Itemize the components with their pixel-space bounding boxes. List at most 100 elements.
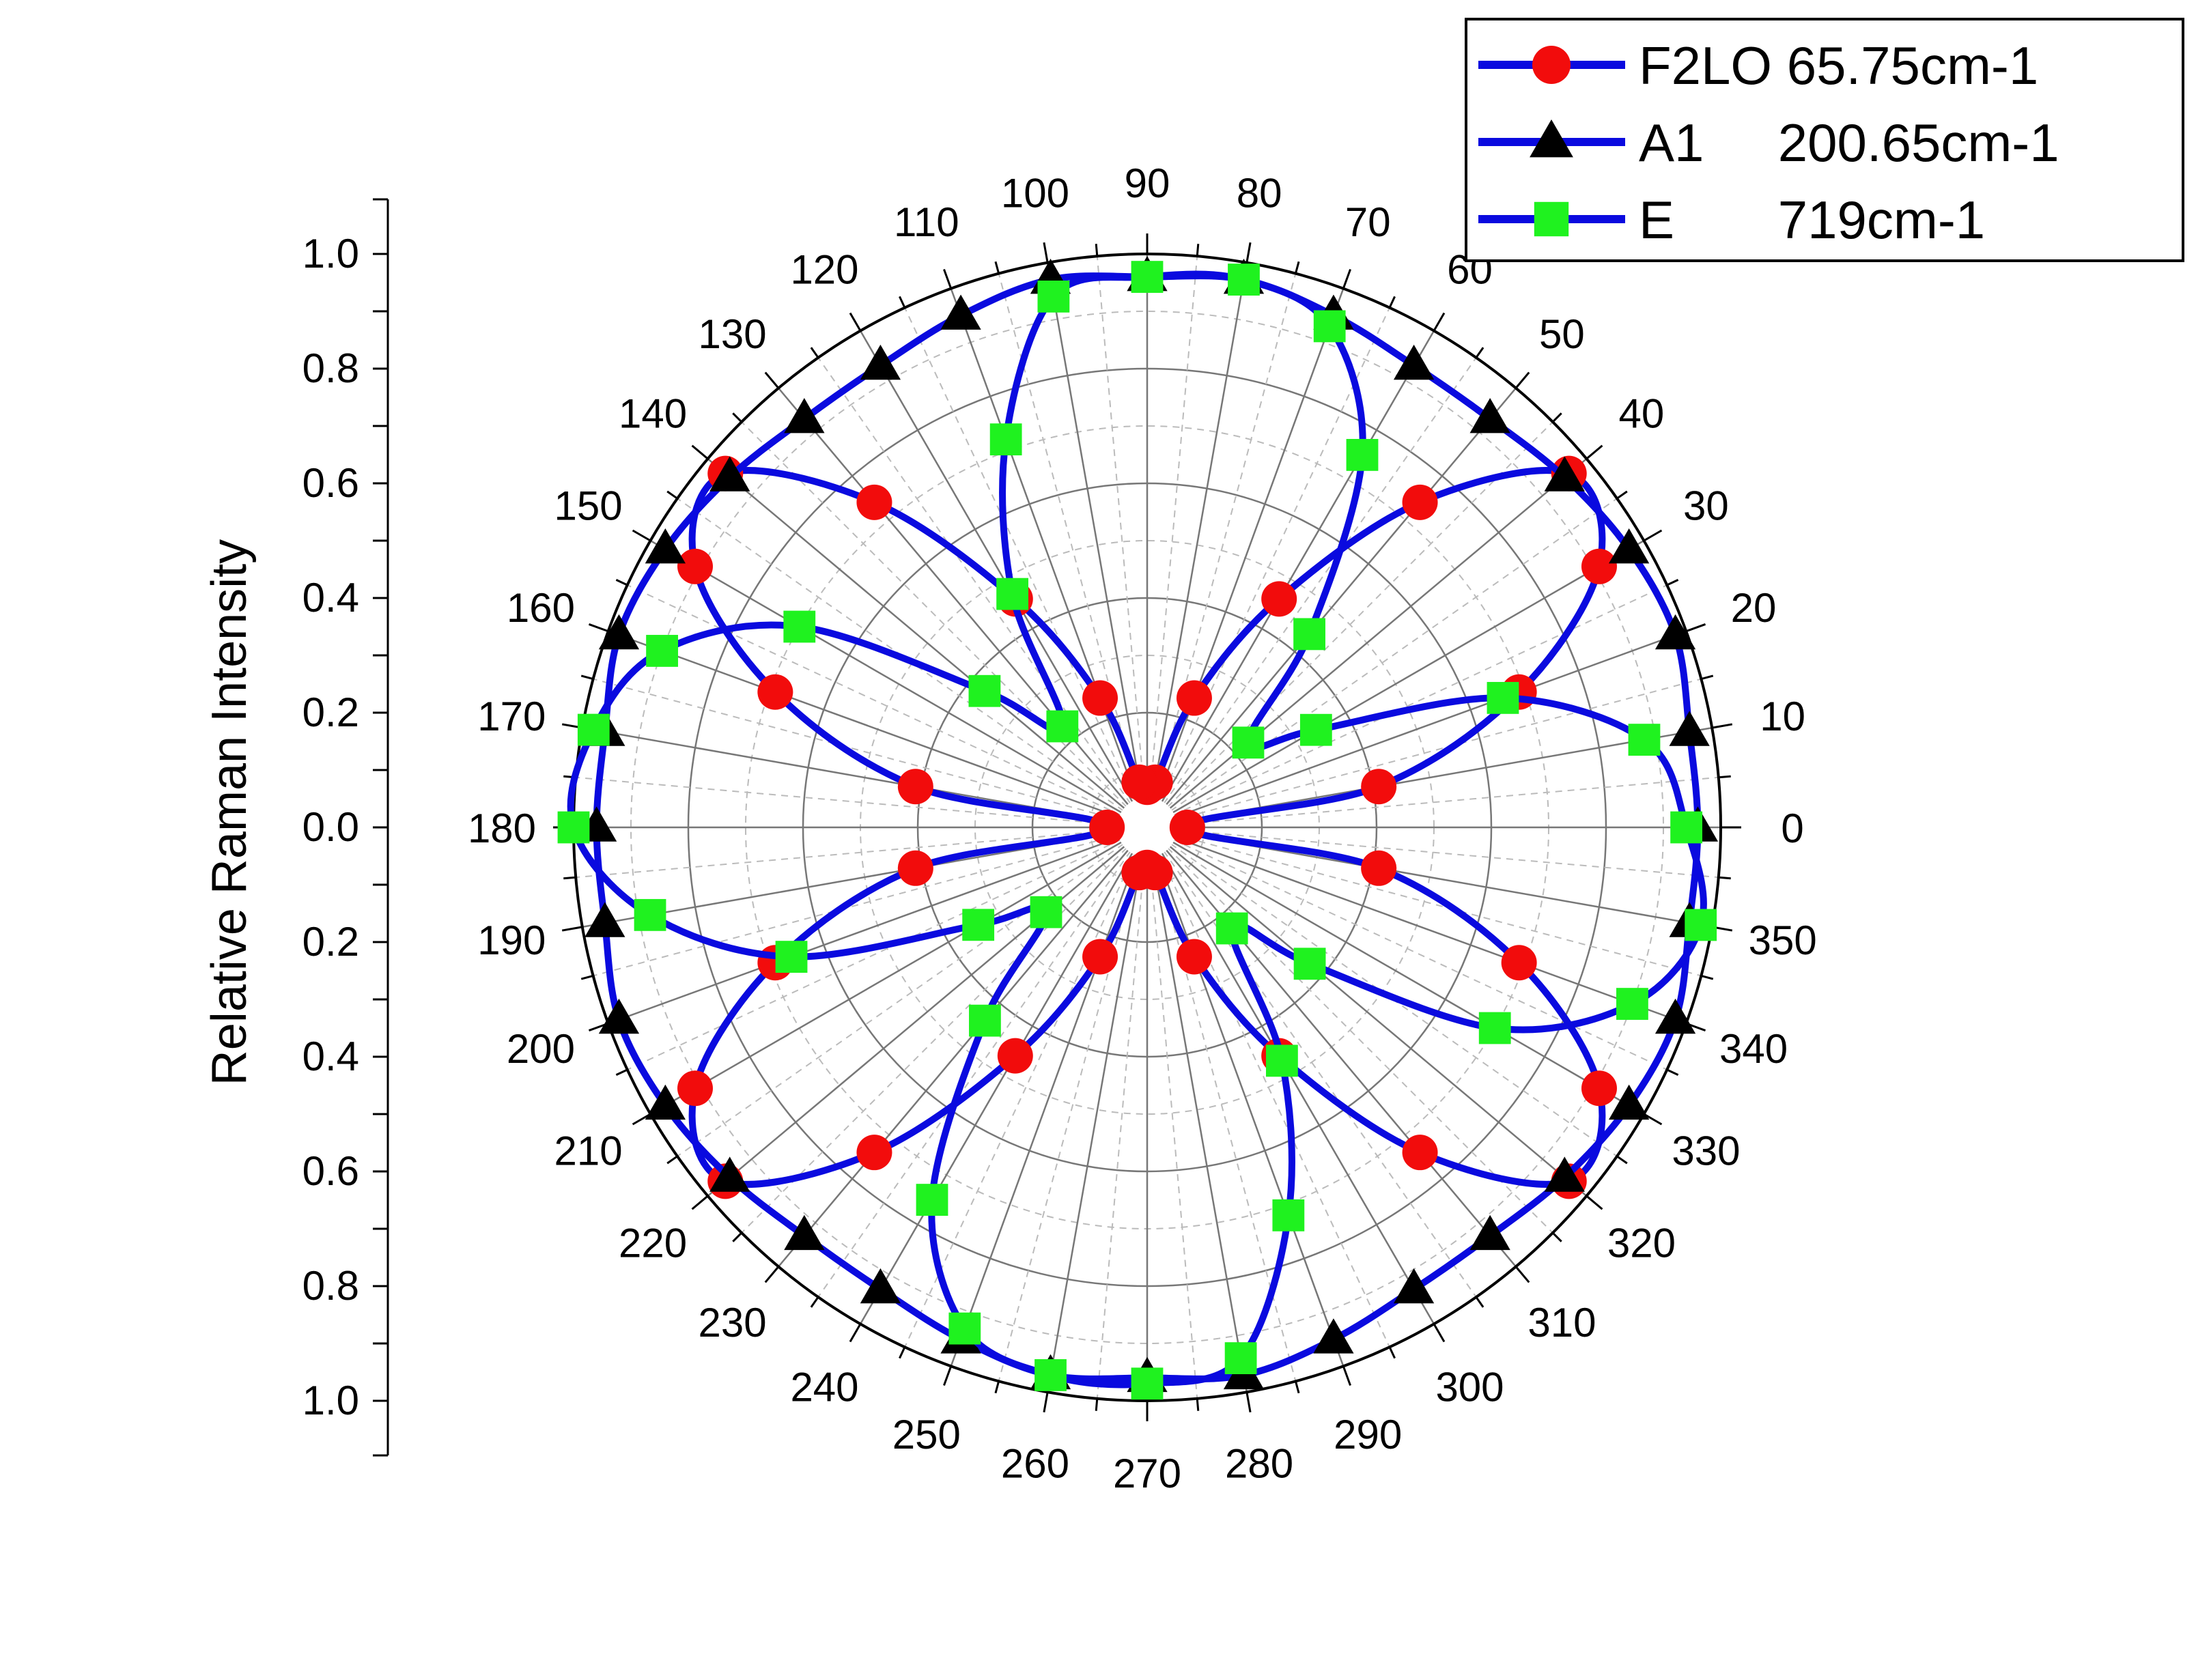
angle-tick-mark	[943, 268, 953, 289]
angle-tick-label: 100	[1001, 170, 1069, 216]
grid-spoke	[1151, 855, 1248, 1393]
series-layer	[557, 255, 1719, 1400]
data-point-circle	[1176, 680, 1212, 716]
grid-minor-spoke	[1096, 256, 1146, 799]
grid-minor-spoke	[1153, 855, 1297, 1382]
angle-tick-label: 220	[619, 1220, 687, 1266]
angle-tick-mark	[849, 1323, 862, 1343]
radial-tick-label: 1.0	[302, 1378, 359, 1423]
data-point-square	[1046, 710, 1079, 743]
data-point-square	[1030, 896, 1062, 928]
data-point-square	[1224, 1342, 1257, 1375]
data-point-square	[1293, 948, 1326, 980]
data-point-square	[1131, 261, 1164, 293]
grid-minor-spoke	[904, 307, 1136, 802]
data-point-circle	[1082, 680, 1118, 716]
data-point-circle	[1402, 1135, 1438, 1171]
data-point-square	[968, 674, 1001, 707]
data-point-circle	[1361, 850, 1397, 886]
data-point-circle	[1501, 945, 1537, 981]
angle-tick-mark	[943, 1365, 953, 1386]
angle-tick-label: 140	[619, 391, 687, 437]
angle-tick-mark	[1294, 1380, 1300, 1394]
angle-tick-mark	[580, 974, 594, 980]
angle-tick-mark	[563, 876, 576, 880]
data-point-square	[1037, 280, 1070, 313]
grid-minor-spoke	[817, 357, 1131, 805]
angle-tick-label: 250	[892, 1412, 961, 1457]
angle-tick-mark	[1388, 296, 1396, 309]
data-point-square	[1346, 439, 1379, 471]
y-axis-label: Relative Raman Intensity	[202, 539, 257, 1085]
angle-tick-label: 110	[894, 199, 959, 245]
grid-spoke	[1165, 387, 1517, 806]
grid-minor-spoke	[1158, 853, 1390, 1348]
angle-tick-mark	[1586, 444, 1603, 460]
data-point-square	[1215, 912, 1248, 945]
grid-spoke	[1171, 539, 1645, 814]
angle-tick-mark	[1718, 876, 1731, 880]
angle-tick-label: 80	[1237, 170, 1282, 216]
angle-tick-mark	[1245, 1391, 1252, 1413]
data-point-triangle	[1544, 456, 1585, 492]
grid-minor-spoke	[1153, 273, 1297, 800]
angle-tick-mark	[1700, 974, 1714, 980]
data-point-circle	[1581, 548, 1617, 584]
grid-spoke	[1168, 845, 1588, 1197]
data-point-circle	[897, 769, 933, 805]
grid-spoke	[608, 836, 1121, 1025]
angle-tick-label: 200	[507, 1026, 575, 1072]
data-point-triangle	[598, 998, 640, 1034]
angle-tick-label: 230	[699, 1300, 767, 1346]
data-point-triangle	[1393, 1268, 1435, 1304]
grid-minor-spoke	[1166, 846, 1553, 1234]
angle-tick-mark	[1095, 244, 1099, 257]
angle-tick-mark	[691, 444, 709, 460]
grid-spoke	[1171, 840, 1645, 1115]
angle-tick-mark	[1342, 268, 1351, 289]
data-point-triangle	[1393, 344, 1435, 380]
angle-tick-mark	[849, 312, 862, 332]
data-point-triangle	[1669, 711, 1710, 746]
angle-tick-mark	[632, 529, 651, 542]
grid-spoke	[950, 288, 1138, 801]
data-point-square	[1034, 1359, 1067, 1391]
angle-tick-label: 280	[1225, 1441, 1293, 1487]
angle-tick-mark	[994, 1380, 1000, 1394]
radial-tick-label: 0.6	[302, 460, 359, 506]
data-point-circle	[1176, 939, 1212, 975]
data-point-square	[916, 1184, 948, 1216]
angle-tick-label: 310	[1528, 1300, 1596, 1346]
grid-spoke	[1174, 836, 1687, 1025]
angle-tick-mark	[1388, 1346, 1396, 1359]
grid-minor-spoke	[1174, 678, 1702, 821]
angle-tick-mark	[1551, 412, 1562, 423]
angle-tick-mark	[764, 1266, 780, 1283]
data-point-square	[557, 811, 590, 844]
data-point-triangle	[585, 902, 625, 937]
angle-tick-mark	[1718, 775, 1731, 779]
grid-spoke	[859, 330, 1134, 803]
angle-tick-label: 290	[1334, 1412, 1402, 1457]
grid-minor-spoke	[576, 776, 1119, 826]
data-point-square	[1313, 310, 1346, 343]
angle-tick-label: 340	[1719, 1026, 1788, 1072]
radial-tick-label: 0.2	[302, 919, 359, 965]
grid-spoke	[859, 851, 1134, 1325]
angle-tick-mark	[1515, 371, 1530, 389]
grid-minor-spoke	[1170, 498, 1618, 812]
angle-tick-mark	[899, 296, 906, 309]
angle-tick-label: 70	[1345, 199, 1391, 245]
grid-minor-spoke	[741, 421, 1128, 808]
data-point-circle	[856, 1135, 892, 1171]
angle-tick-mark	[588, 623, 609, 633]
radial-tick-label: 0.6	[302, 1148, 359, 1194]
angle-tick-mark	[1095, 1398, 1099, 1411]
data-point-square	[1299, 713, 1332, 746]
angle-tick-mark	[1043, 1391, 1049, 1413]
data-point-square	[1272, 1199, 1305, 1231]
data-point-circle	[997, 1038, 1033, 1074]
angle-tick-label: 50	[1539, 311, 1585, 357]
angle-tick-mark	[1666, 1068, 1679, 1076]
angle-tick-mark	[1475, 347, 1484, 358]
